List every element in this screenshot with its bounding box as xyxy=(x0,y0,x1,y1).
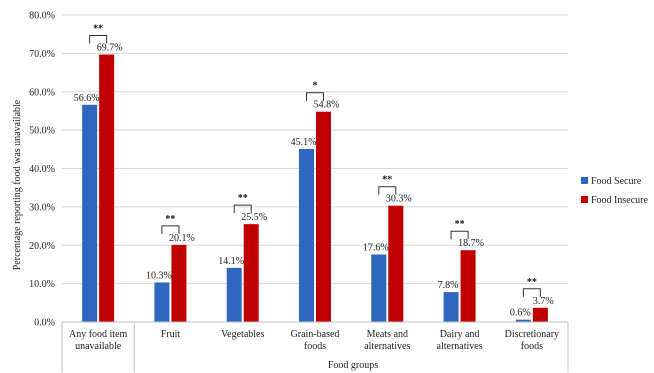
bars xyxy=(82,54,548,323)
bar-food-secure xyxy=(443,292,459,322)
bar-food-secure xyxy=(154,282,170,322)
significance-marker: ** xyxy=(527,277,537,288)
data-label: 18.7% xyxy=(458,238,484,249)
bar-food-insecure xyxy=(532,307,548,322)
significance-marker: ** xyxy=(238,193,248,204)
y-tick-label: 30.0% xyxy=(29,202,55,213)
data-label: 17.6% xyxy=(363,242,389,253)
x-tick-label: Discretionary xyxy=(505,329,559,340)
data-label: 7.8% xyxy=(438,280,459,291)
significance-marker: ** xyxy=(165,214,175,225)
y-tick-label: 60.0% xyxy=(29,87,55,98)
bar-food-secure xyxy=(371,254,387,322)
y-tick-label: 70.0% xyxy=(29,49,55,60)
significance-bracket xyxy=(161,225,180,234)
data-label: 14.1% xyxy=(218,256,244,267)
significance-bracket xyxy=(522,288,541,297)
bar-food-secure xyxy=(299,148,314,322)
x-tick-label: Vegetables xyxy=(221,329,264,340)
x-tick-label: Any food item xyxy=(69,329,128,340)
x-tick-label: Grain-based xyxy=(291,329,340,340)
bar-food-insecure xyxy=(388,205,404,322)
bar-food-secure xyxy=(515,319,531,322)
data-label: 56.6% xyxy=(74,93,100,104)
x-tick-label: alternatives xyxy=(364,341,410,352)
data-labels: 56.6% 69.7% 10.3% 20.1% 14.1% 25.5% 45.1% 54.8%… xyxy=(74,43,554,319)
significance-marker: * xyxy=(313,81,318,92)
y-tick-label: 0.0% xyxy=(34,318,55,329)
legend-swatch-food-secure xyxy=(581,177,588,184)
significance-marker: ** xyxy=(382,175,392,186)
data-label: 69.7% xyxy=(97,43,123,54)
data-label: 0.6% xyxy=(510,308,531,319)
x-tick-label: alternatives xyxy=(437,341,483,352)
bar-food-insecure xyxy=(316,111,331,322)
bar-food-insecure xyxy=(99,54,115,323)
y-tick-label: 20.0% xyxy=(29,241,55,252)
significance-bracket xyxy=(233,204,252,214)
significance-bracket xyxy=(89,35,108,44)
x-tick-label: Meats and xyxy=(367,329,408,340)
x-axis-title: Food groups xyxy=(328,360,378,371)
x-tick-label: unavailable xyxy=(75,341,122,352)
x-tick-label: foods xyxy=(521,341,543,352)
bar-food-insecure xyxy=(171,244,187,322)
bar-food-secure xyxy=(82,104,98,322)
y-axis-title: Percentage reporting food was unavailabl… xyxy=(12,99,23,270)
y-axis-ticks: 0.0% 10.0% 20.0% 30.0% 40.0% 50.0% 60.0% 70.0% 8… xyxy=(29,11,55,329)
legend-label-food-secure: Food Secure xyxy=(591,176,642,187)
legend-label-food-insecure: Food Insecure xyxy=(591,195,648,206)
y-tick-label: 40.0% xyxy=(29,164,55,175)
x-tick-label: Fruit xyxy=(161,329,181,340)
legend-swatch-food-insecure xyxy=(581,196,588,203)
data-label: 45.1% xyxy=(291,137,317,148)
bar-food-insecure xyxy=(460,250,476,322)
x-tick-label: Dairy and xyxy=(440,329,480,340)
y-tick-label: 10.0% xyxy=(29,279,55,290)
significance-marker: ** xyxy=(455,219,465,230)
gridlines xyxy=(62,14,568,323)
data-label: 20.1% xyxy=(169,233,195,244)
bar-food-insecure xyxy=(243,224,259,322)
y-tick-label: 50.0% xyxy=(29,126,55,137)
legend: Food Secure Food Insecure xyxy=(581,176,648,206)
y-tick-label: 80.0% xyxy=(29,11,55,22)
data-label: 10.3% xyxy=(146,270,172,281)
significance-marker: ** xyxy=(93,24,103,35)
significance-bracket xyxy=(450,230,469,240)
data-label: 25.5% xyxy=(241,212,267,223)
data-label: 54.8% xyxy=(314,100,340,111)
data-label: 30.3% xyxy=(386,194,412,205)
significance-bracket xyxy=(378,186,397,195)
significance-bracket xyxy=(306,92,324,101)
bar-food-secure xyxy=(226,267,242,322)
x-tick-label: foods xyxy=(304,341,326,352)
data-label: 3.7% xyxy=(533,296,554,307)
significance-brackets: ************* xyxy=(89,24,541,297)
